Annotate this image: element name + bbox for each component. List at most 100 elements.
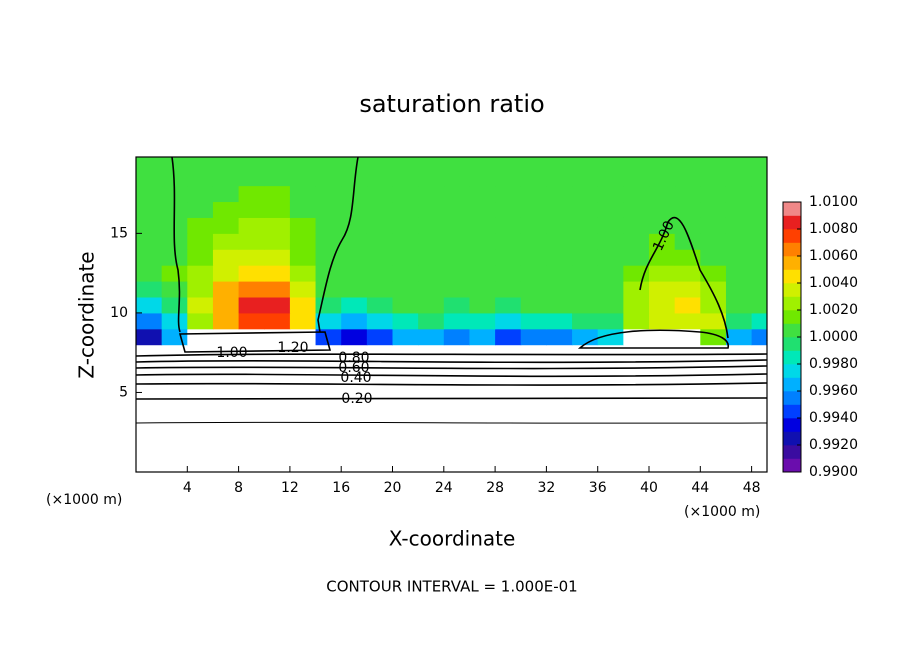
heat-cell (520, 217, 547, 234)
heat-cell (289, 344, 317, 362)
heat-cell (546, 201, 573, 218)
heat-cell (212, 157, 240, 187)
x-tick-label: 28 (486, 480, 504, 496)
heat-cell (751, 297, 768, 314)
heat-cell (623, 328, 650, 346)
heat-cell (136, 312, 163, 330)
heat-cell (136, 201, 163, 218)
heat-cell (546, 281, 573, 298)
heat-cell (725, 201, 753, 218)
heat-cell (649, 344, 676, 362)
heat-cell (597, 249, 624, 266)
colorbar-swatch (783, 310, 801, 324)
heat-cell (212, 265, 240, 282)
heat-cell (418, 297, 445, 314)
heat-cell (392, 201, 419, 218)
colorbar-swatch (783, 377, 801, 392)
heat-cell (495, 281, 522, 298)
heat-cell (187, 185, 214, 203)
heat-cell (495, 201, 522, 218)
heat-cell (649, 297, 676, 314)
x-tick-label: 32 (537, 480, 555, 496)
heat-cell (597, 157, 624, 187)
heat-cell (289, 249, 317, 266)
heat-cell (572, 233, 599, 250)
contour-line (135, 365, 768, 370)
heat-cell (623, 233, 650, 250)
heat-cell (546, 344, 573, 362)
heat-cell (392, 185, 419, 203)
x-unit-label: (×1000 m) (46, 492, 122, 508)
heat-cell (623, 312, 650, 330)
heat-cell (751, 185, 768, 203)
heat-cell (495, 328, 522, 346)
heat-cell (212, 185, 240, 203)
colorbar-tick-label: 1.0100 (809, 194, 858, 210)
heat-cell (341, 233, 368, 250)
heat-cell (366, 360, 394, 473)
contour-label: 0.40 (340, 370, 371, 386)
heat-cell (366, 217, 394, 234)
heat-cell (469, 217, 496, 234)
heat-cell (495, 344, 522, 362)
heat-cell (366, 233, 394, 250)
heat-cell (520, 281, 547, 298)
heat-cell (572, 344, 599, 362)
heat-cell (289, 233, 317, 250)
contour-label: 0.80 (338, 350, 369, 366)
heat-cell (341, 265, 368, 282)
colorbar-tick-label: 0.9920 (809, 437, 858, 453)
heat-cell (315, 201, 342, 218)
y-tick-label: 10 (110, 305, 128, 321)
colorbar-swatch (783, 364, 801, 378)
heat-cell (341, 201, 368, 218)
heat-cell (700, 312, 727, 330)
heat-cell (161, 297, 188, 314)
heat-cell (136, 281, 163, 298)
heat-cell (187, 312, 214, 330)
heat-cell (623, 281, 650, 298)
heat-cell (366, 157, 394, 187)
contour-line (135, 382, 768, 386)
heat-cell (341, 217, 368, 234)
heat-cell (315, 233, 342, 250)
heat-cell (289, 281, 317, 298)
heat-cell (469, 233, 496, 250)
heat-cell (520, 312, 547, 330)
heat-cell (623, 217, 650, 234)
heat-cell (238, 185, 265, 203)
heat-cell (187, 360, 214, 473)
heat-cell (495, 217, 522, 234)
colorbar-swatch (783, 404, 801, 419)
heat-cell (725, 360, 753, 473)
heat-cell (443, 265, 470, 282)
heat-cell (443, 201, 470, 218)
colorbar-tick-label: 1.0040 (809, 275, 858, 291)
heat-cell (315, 185, 342, 203)
colorbar-swatch (783, 283, 801, 297)
colorbar-swatch (783, 458, 801, 473)
x-tick-label: 48 (743, 480, 761, 496)
heat-cell (649, 233, 676, 250)
heat-cell (264, 217, 291, 234)
heat-cell (674, 185, 701, 203)
heat-cell (469, 265, 496, 282)
heat-cell (315, 217, 342, 234)
heat-cell (418, 233, 445, 250)
heat-cell (469, 344, 496, 362)
heat-cell (751, 360, 768, 473)
heat-cell (443, 344, 470, 362)
heat-cell (725, 157, 753, 187)
heat-cell (136, 233, 163, 250)
heat-cell (546, 360, 573, 473)
heat-cell (495, 297, 522, 314)
heat-cell (623, 360, 650, 473)
heat-cell (572, 249, 599, 266)
heat-cell (572, 265, 599, 282)
heat-cell (674, 249, 701, 266)
heat-cell (725, 265, 753, 282)
heat-cell (392, 217, 419, 234)
heat-cell (392, 297, 419, 314)
heat-cell (443, 185, 470, 203)
heat-cell (212, 201, 240, 218)
